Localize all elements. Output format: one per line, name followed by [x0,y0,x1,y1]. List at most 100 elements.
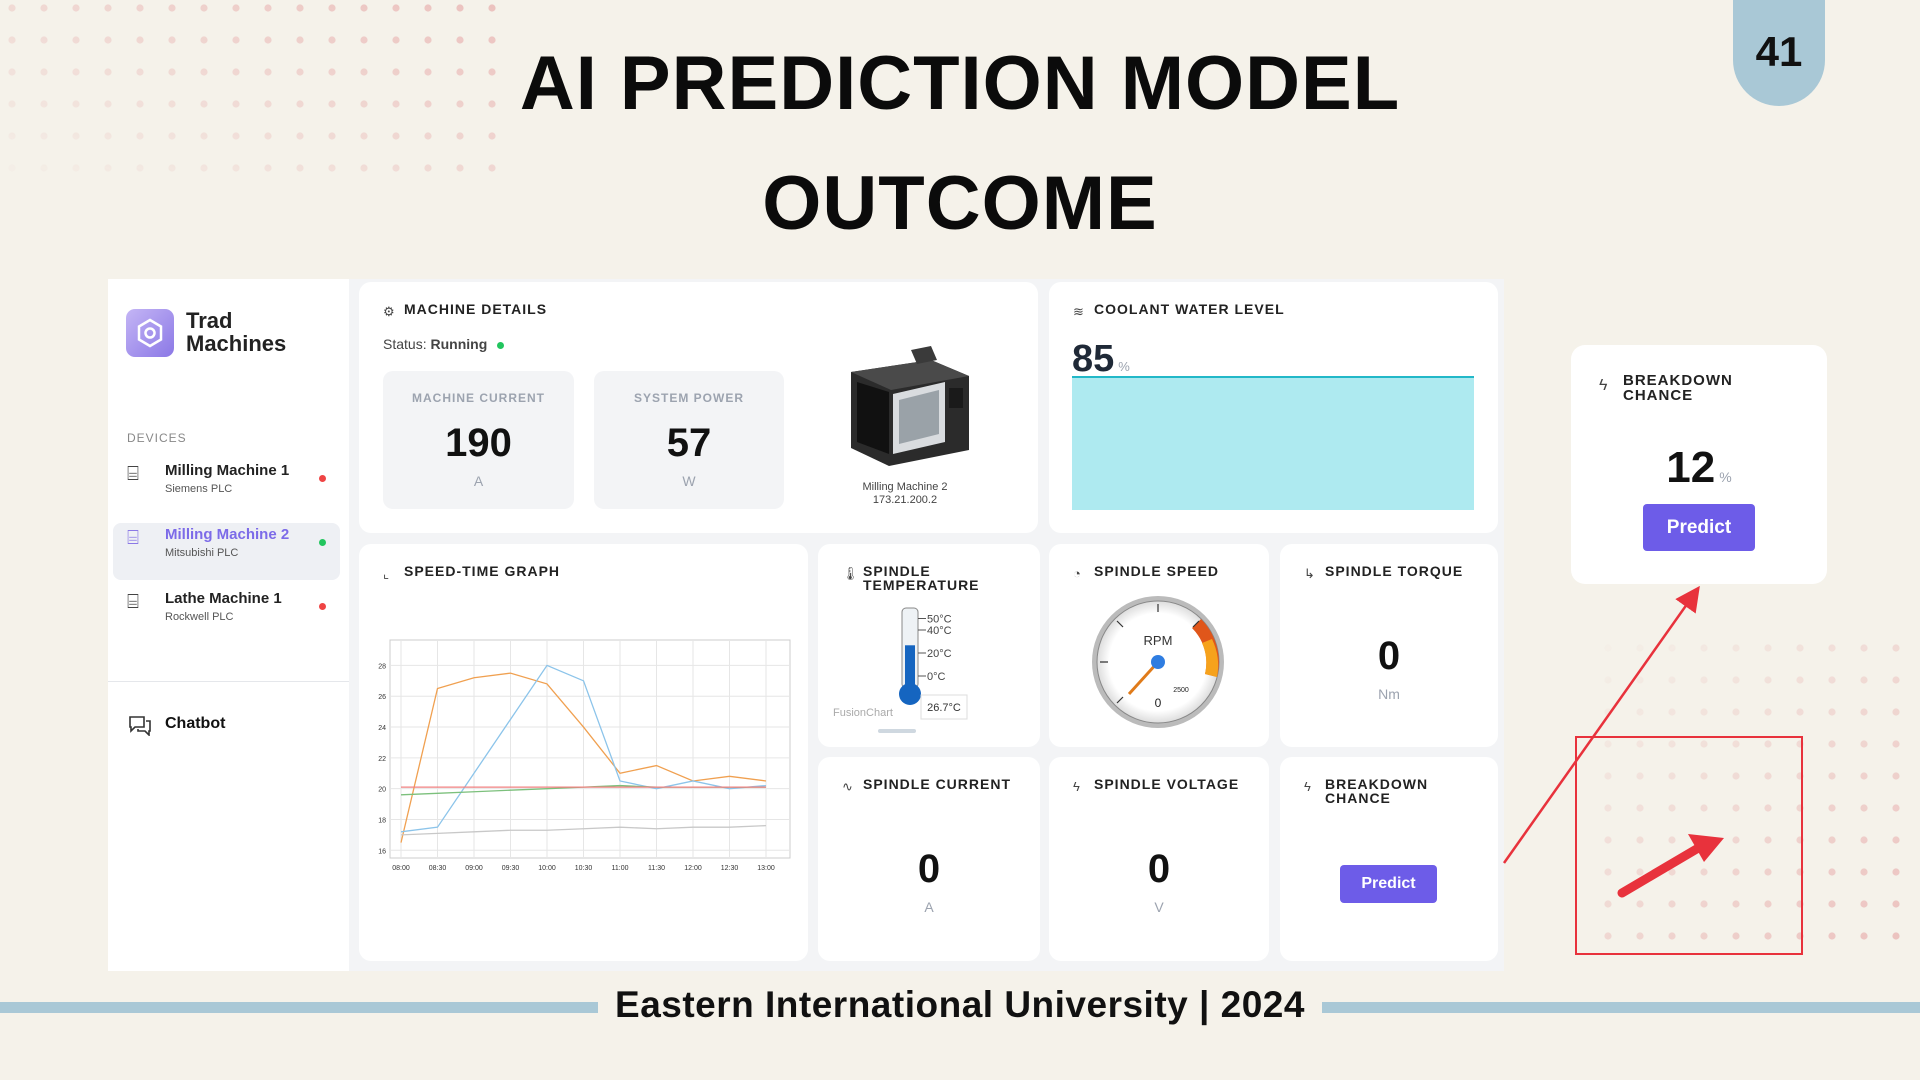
card-title: SPINDLE VOLTAGE [1094,776,1240,792]
thermo-tick-label: 40°C [927,625,952,637]
card-icon: ∿ [842,779,853,794]
slide-title-line1: AI PREDICTION MODEL [519,41,1401,126]
card-title: SPEED-TIME GRAPH [404,563,561,579]
brand-line2: Machines [186,331,287,356]
speed-time-chart: 16 18 20 22 24 26 28 08:00 08:30 09:00 09:30 10:00 1… [378,639,791,872]
chatbot-link[interactable]: Chatbot [165,715,226,732]
device-icon: ⌸ [127,463,139,485]
thermo-tick-label: 50°C [927,614,952,626]
result-unit: % [1719,469,1732,485]
sidebar-divider [108,681,349,682]
thermo-tick-label: 20°C [927,648,952,660]
gauge-unit: RPM [1144,633,1173,648]
x-tick-label: 13:00 [757,865,775,872]
card-title: SPINDLE CURRENT [863,776,1012,792]
machine-details-card: ⚙ MACHINE DETAILS Status: Running MACHIN… [359,282,1038,533]
series-line [400,672,767,843]
watermark: FusionCharts [833,707,893,719]
y-tick-label: 28 [378,663,386,670]
coolant-value-line: 85% [1072,338,1130,381]
device-plc: Siemens PLC [165,483,233,495]
card-title: SPINDLE SPEED [1094,563,1220,579]
result-value: 12 [1666,443,1716,492]
card-title: MACHINE DETAILS [404,301,548,317]
breakdown-result-card: ϟ BREAKDOWN CHANCE 12% Predict [1571,345,1827,584]
card-icon: ↳ [1304,566,1315,581]
y-tick-label: 18 [378,817,386,824]
card-title: BREAKDOWN CHANCE [1325,776,1429,806]
sidebar [108,279,349,971]
thermometer: 50°C40°C 20°C 0°C 26.7°C [878,607,968,733]
brand-line1: Trad [186,308,233,333]
current-box: MACHINE CURRENT 190 A [383,371,574,509]
device-name[interactable]: Lathe Machine 1 [165,590,282,607]
card-title: SPINDLE TEMPERATURE [863,563,980,593]
rpm-gauge: RPM 0 2500 [1092,596,1224,728]
stat-value: 190 [445,421,512,465]
machine-image [851,346,969,466]
stat-label: SYSTEM POWER [633,391,744,405]
status-value: Running [430,336,488,352]
card-icon: ϟ [1073,779,1080,794]
card-icon: ◔ [1073,566,1081,581]
device-icon: ⌸ [127,527,139,549]
devices-heading: DEVICES [127,431,187,445]
stat-unit: A [473,473,484,489]
y-tick-label: 20 [378,787,386,794]
card-icon: ϟ [1304,779,1311,794]
device-name[interactable]: Milling Machine 1 [165,462,290,479]
series-line [400,824,767,836]
series-line [400,664,767,833]
slide-title-line2: OUTCOME [762,161,1158,246]
brand-logo [126,309,174,357]
y-tick-label: 22 [378,756,386,763]
metric-value: 0 [1377,634,1401,678]
coolant-card: ≋ COOLANT WATER LEVEL 85% [1049,282,1498,533]
device-plc: Mitsubishi PLC [165,547,239,559]
stat-value: 57 [666,421,712,465]
predict-button[interactable]: Predict [1643,504,1755,551]
card-title: COOLANT WATER LEVEL [1094,301,1285,317]
x-tick-label: 10:30 [575,865,593,872]
chatbot-icon [129,716,151,736]
x-tick-label: 08:00 [392,865,410,872]
device-selected-bg [113,523,340,580]
thermo-tick-label: 0°C [927,671,946,683]
x-tick-label: 12:00 [684,865,702,872]
footer-bar-right [1322,1002,1920,1013]
speed-graph-card: ⌞ SPEED-TIME GRAPH 16 18 20 22 24 26 28 08:00 08… [359,544,808,961]
machine-caption: Milling Machine 2 173.21.200.2 [805,481,1005,507]
card-title: BREAKDOWN CHANCE [1623,372,1733,404]
coolant-value: 85 [1072,338,1115,380]
card-icon: 🌡 [842,566,859,581]
x-tick-label: 09:30 [502,865,520,872]
thermo-mercury [905,645,915,694]
plot-area [389,639,791,859]
card-icon: ⌞ [383,566,390,581]
x-tick-label: 11:00 [612,865,629,872]
coolant-level [1072,376,1474,510]
x-tick-label: 09:00 [465,865,483,872]
power-box: SYSTEM POWER 57 W [594,371,784,509]
breakdown-card: ϟ BREAKDOWN CHANCE Predict [1280,757,1498,961]
device-plc: Rockwell PLC [165,611,234,623]
y-tick-label: 26 [378,694,386,701]
metric-value: 0 [1147,847,1171,891]
predict-button[interactable]: Predict [1340,865,1437,903]
coolant-unit: % [1118,359,1130,374]
device-status-dot [319,475,326,482]
card-icon: ≋ [1073,304,1084,319]
brand-name: Trad Machines [186,309,286,355]
y-tick-label: 24 [378,725,386,732]
gauge-max: 2500 [1173,687,1189,694]
status-line: Status: Running [383,336,505,352]
stat-label: MACHINE CURRENT [412,391,545,405]
metric-unit: A [924,899,934,915]
device-name[interactable]: Milling Machine 2 [165,526,290,543]
spindle-temperature-card: 🌡 SPINDLE TEMPERATURE 50°C 40°C 20°C 0°C 26.… [818,544,1040,747]
card-icon: ⚙ [383,304,395,319]
x-tick-label: 12:30 [721,865,739,872]
